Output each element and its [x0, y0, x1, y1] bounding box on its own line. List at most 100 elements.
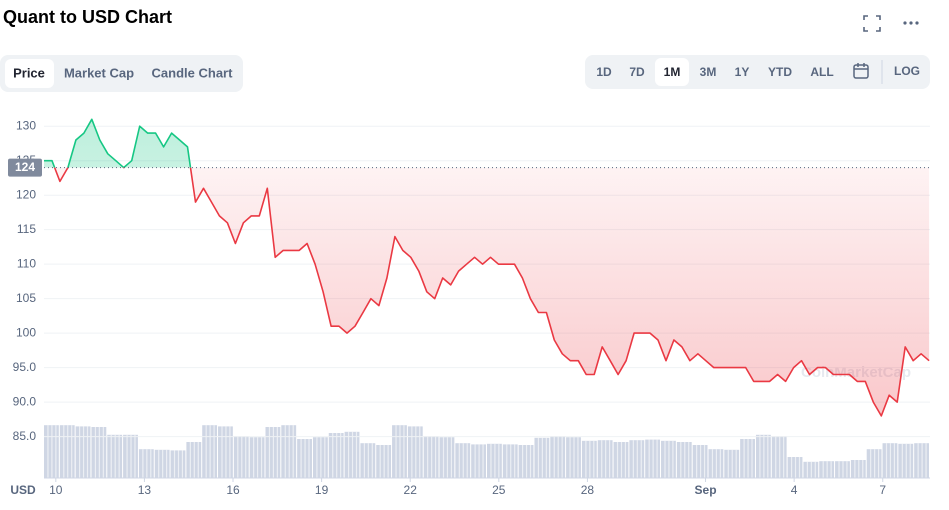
volume-bar-stripe — [763, 434, 765, 478]
volume-bar-stripe — [336, 433, 338, 478]
volume-bar-stripe — [253, 437, 255, 478]
volume-bar-stripe — [703, 445, 706, 478]
volume-bar-stripe — [529, 445, 532, 478]
tab[interactable]: Market Cap — [64, 65, 134, 80]
calendar-icon[interactable] — [853, 63, 869, 79]
tab[interactable]: Price — [13, 65, 45, 80]
y-tick-label: 110 — [17, 256, 36, 270]
volume-bar-stripe — [624, 442, 627, 478]
volume-bar-stripe — [237, 436, 239, 478]
fullscreen-icon[interactable] — [863, 15, 881, 32]
range-button[interactable]: 7D — [629, 65, 645, 79]
volume-bar-stripe — [498, 443, 500, 478]
volume-bar-stripe — [189, 442, 191, 478]
volume-bar-stripe — [446, 437, 449, 478]
volume-bar-stripe — [166, 449, 168, 478]
range-button[interactable]: 1M — [664, 65, 681, 79]
volume-bar-stripe — [893, 443, 896, 478]
volume-bar-stripe — [620, 442, 623, 478]
volume-bar-stripe — [229, 426, 231, 478]
volume-bar-stripe — [415, 426, 417, 478]
volume-bar-stripe — [71, 425, 73, 478]
volume-bar-stripe — [656, 439, 658, 478]
volume-bar-stripe — [636, 440, 638, 478]
volume-bar-stripe — [494, 443, 496, 478]
volume-bar-stripe — [134, 434, 136, 478]
range-button[interactable]: 3M — [700, 65, 717, 79]
volume-bar-stripe — [711, 449, 714, 478]
volume-bar-stripe — [648, 439, 650, 478]
volume-bar-stripe — [158, 449, 160, 478]
volume-bar-stripe — [245, 436, 247, 478]
volume-bar-stripe — [118, 434, 120, 478]
volume-bar-stripe — [632, 440, 634, 478]
y-tick-label: 95.0 — [13, 360, 37, 374]
range-button[interactable]: 1D — [596, 65, 612, 79]
x-tick-label: 19 — [315, 483, 329, 497]
volume-bar-stripe — [205, 425, 207, 478]
volume-bar-stripe — [696, 445, 698, 478]
x-tick-label: 4 — [791, 483, 798, 497]
volume-bar-stripe — [525, 445, 528, 478]
volume-bar-stripe — [300, 439, 302, 478]
range-button[interactable]: 1Y — [735, 65, 750, 79]
volume-bar-stripe — [537, 437, 540, 478]
volume-bar-stripe — [47, 425, 49, 478]
volume-bar-stripe — [193, 442, 195, 478]
volume-bar-stripe — [557, 436, 559, 478]
volume-bar-stripe — [664, 440, 666, 478]
volume-bar-stripe — [521, 445, 524, 478]
baseline-tag — [8, 158, 42, 177]
volume-bar-stripe — [332, 433, 334, 478]
range-button[interactable]: ALL — [810, 65, 833, 79]
volume-bar-stripe — [577, 437, 579, 478]
x-tick-label: 13 — [138, 483, 152, 497]
price-line-down — [53, 167, 930, 417]
volume-bar-stripe — [779, 436, 781, 478]
y-tick-label: 130 — [16, 118, 36, 132]
volume-bar-stripe — [759, 434, 761, 478]
range-selected-bg — [655, 58, 689, 86]
volume-bar-stripe — [304, 439, 306, 478]
volume-bar-stripe — [474, 444, 476, 478]
log-toggle[interactable]: LOG — [894, 64, 920, 78]
volume-bar-stripe — [889, 443, 892, 478]
area-up — [44, 119, 191, 168]
more-icon[interactable] — [903, 21, 919, 25]
volume-bar-stripe — [126, 434, 128, 478]
x-tick-label: 7 — [879, 483, 886, 497]
tab[interactable]: Candle Chart — [152, 65, 234, 80]
volume-bar-stripe — [870, 449, 872, 478]
volume-bar-stripe — [110, 434, 112, 478]
volume-bar-stripe — [921, 443, 923, 478]
volume-bar-stripe — [806, 461, 808, 478]
volume-bar-stripe — [82, 426, 85, 478]
volume-bar-stripe — [680, 442, 682, 478]
volume-bar-stripe — [814, 461, 816, 478]
volume-bar-stripe — [743, 439, 745, 478]
volume-bar-stripe — [735, 449, 737, 478]
volume-bar-stripe — [901, 443, 903, 478]
volume-bar-stripe — [276, 427, 278, 478]
x-tick-label: Sep — [695, 483, 717, 497]
volume-bar-stripe — [731, 449, 733, 478]
volume-bar-stripe — [490, 443, 492, 478]
title: Quant to USD Chart — [3, 7, 172, 27]
volume-bar-stripe — [616, 442, 619, 478]
volume-bar-stripe — [241, 436, 243, 478]
volume-bar-stripe — [221, 426, 223, 478]
volume-bar-stripe — [181, 450, 184, 478]
volume-bar-stripe — [51, 425, 53, 478]
volume-bar-stripe — [130, 434, 132, 478]
volume-bar-stripe — [442, 437, 445, 478]
volume-bar-stripe — [830, 461, 832, 478]
volume-bar-stripe — [751, 439, 753, 478]
volume-bar-stripe — [431, 436, 433, 478]
volume-bar-stripe — [98, 427, 100, 478]
range-button[interactable]: YTD — [768, 65, 792, 79]
baseline-label: 124 — [15, 160, 35, 174]
y-tick-label: 120 — [16, 187, 36, 201]
volume-bar-stripe — [395, 425, 397, 478]
